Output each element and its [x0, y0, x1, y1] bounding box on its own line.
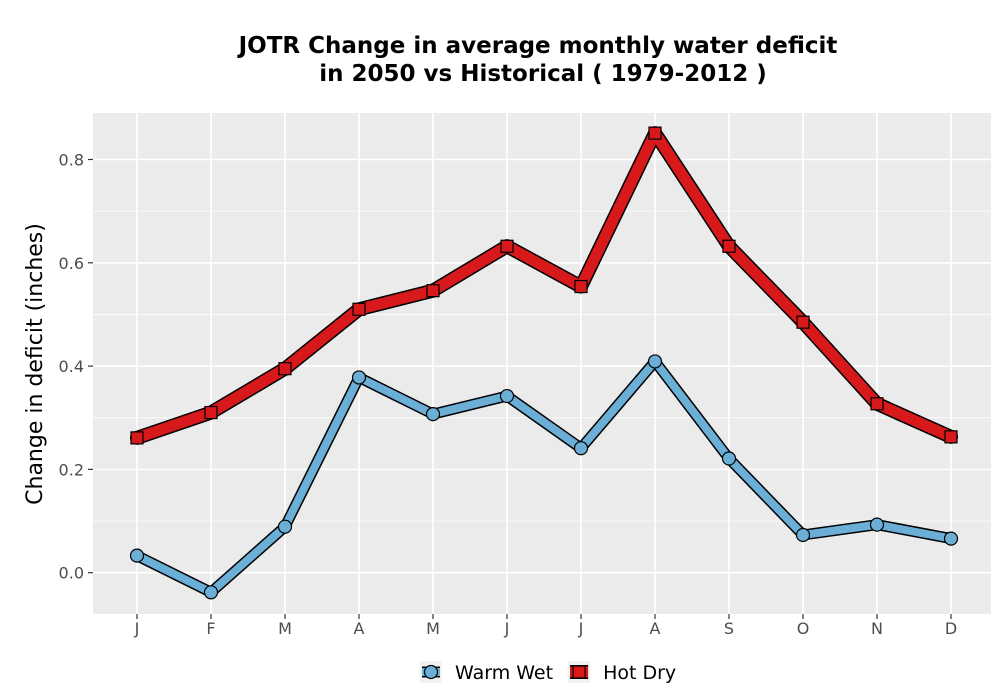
data-point [721, 451, 737, 466]
x-tick-label: N [871, 619, 883, 638]
y-axis: 0.0 0.2 0.4 0.6 0.8 [59, 150, 93, 583]
data-point [425, 407, 441, 422]
x-tick-label: D [945, 619, 957, 638]
data-point [500, 239, 514, 253]
x-tick-label: J [578, 619, 584, 638]
data-point [796, 315, 810, 329]
data-point [648, 126, 662, 140]
legend-item-hot-dry: Hot Dry [568, 661, 676, 684]
data-point [722, 239, 736, 253]
x-tick-label: A [354, 619, 365, 638]
data-point [869, 517, 885, 532]
data-point [574, 279, 588, 294]
legend-marker [423, 664, 439, 680]
series-line [133, 357, 955, 597]
data-point [499, 388, 515, 404]
grid-major [93, 113, 991, 614]
x-tick-label: A [650, 619, 661, 638]
series-line [131, 127, 957, 444]
x-tick-label: S [724, 619, 734, 638]
series-hot-dry [130, 126, 958, 445]
legend: Warm Wet Hot Dry [420, 661, 676, 684]
data-point [870, 397, 884, 411]
data-point [647, 354, 663, 369]
y-tick-label: 0.8 [59, 150, 84, 169]
data-point [426, 284, 440, 298]
legend-item-warm-wet: Warm Wet [420, 661, 553, 684]
data-point [277, 519, 293, 534]
x-tick-label: F [206, 619, 215, 638]
x-tick-label: J [134, 619, 140, 638]
y-tick-label: 0.4 [59, 357, 84, 376]
data-point [204, 405, 218, 420]
data-point [278, 362, 292, 376]
x-tick-label: M [278, 619, 292, 638]
data-point [129, 548, 145, 563]
y-axis-title: Change in deficit (inches) [23, 223, 48, 505]
data-point [352, 302, 366, 316]
data-point [944, 430, 958, 444]
legend-label: Warm Wet [455, 662, 553, 684]
data-point [573, 441, 589, 456]
legend-marker [572, 665, 586, 679]
data-point [351, 370, 367, 385]
y-tick-label: 0.6 [59, 254, 84, 273]
y-tick-label: 0.0 [59, 564, 84, 583]
chart-title-line2: in 2050 vs Historical ( 1979-2012 ) [319, 61, 766, 87]
data-point [943, 531, 959, 546]
plot-panel [93, 113, 991, 614]
series-warm-wet [129, 354, 959, 600]
data-point [203, 585, 219, 600]
x-tick-label: J [504, 619, 510, 638]
chart-title-line1: JOTR Change in average monthly water def… [237, 33, 838, 59]
legend-label: Hot Dry [603, 662, 676, 684]
x-tick-label: M [426, 619, 440, 638]
y-tick-label: 0.2 [59, 460, 84, 479]
x-tick-label: O [797, 619, 810, 638]
grid-minor [93, 210, 991, 522]
data-point [795, 527, 811, 543]
data-point [130, 431, 144, 445]
series-layer [129, 126, 959, 600]
